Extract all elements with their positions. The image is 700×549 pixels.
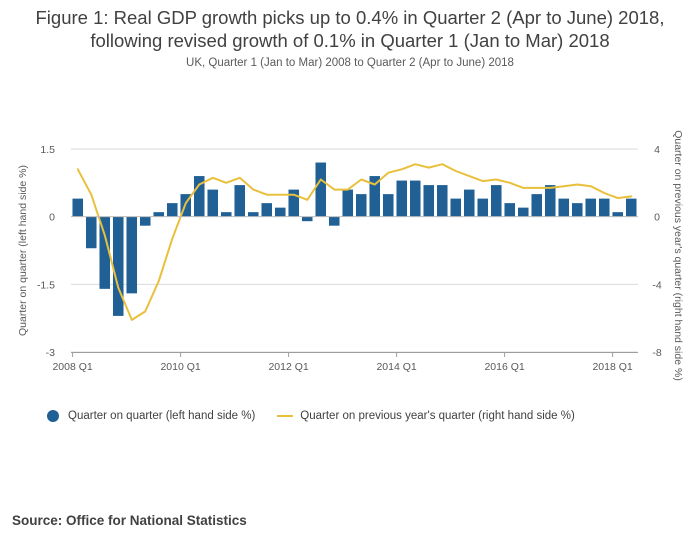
left-tick-label: -1.5 (37, 279, 55, 291)
bar (598, 198, 610, 217)
bar (423, 185, 435, 217)
bar (193, 176, 205, 217)
right-tick-label: 0 (654, 212, 660, 224)
y-axis-title-left: Quarter on quarter (left hand side %) (17, 165, 29, 336)
x-tick-label: 2016 Q1 (484, 361, 524, 373)
bar (247, 212, 259, 217)
bar (301, 216, 313, 222)
legend-line-icon (277, 415, 294, 417)
bar (382, 194, 394, 217)
bar (558, 198, 570, 217)
left-tick-label: 1.5 (40, 144, 55, 156)
x-tick-label: 2012 Q1 (268, 361, 308, 373)
bar (625, 198, 637, 217)
bar (72, 198, 84, 217)
legend-dot-icon (47, 410, 59, 422)
bar (328, 216, 340, 226)
line-series (76, 163, 633, 321)
x-tick-label: 2010 Q1 (160, 361, 200, 373)
bar (99, 216, 111, 289)
chart-title-line-2: following revised growth of 0.1% in Quar… (90, 30, 610, 51)
legend-item-year-on-year[interactable]: Quarter on previous year's quarter (righ… (277, 410, 575, 422)
legend: Quarter on quarter (left hand side %) Qu… (47, 407, 597, 425)
bar (207, 189, 219, 217)
y-axis-title-right: Quarter on previous year's quarter (righ… (672, 130, 684, 381)
x-tick-label: 2014 Q1 (376, 361, 416, 373)
bar (585, 198, 597, 217)
bar (450, 198, 462, 217)
bar (220, 212, 232, 217)
bar (85, 216, 97, 249)
bar (436, 185, 448, 217)
bar (355, 194, 367, 217)
gridlines (71, 148, 638, 353)
bar (126, 216, 138, 294)
x-tick-label: 2018 Q1 (592, 361, 632, 373)
bar (234, 185, 246, 217)
bar (261, 203, 273, 217)
right-tick-label: 4 (654, 144, 660, 156)
bar (477, 198, 489, 217)
bar (463, 189, 475, 217)
legend-label-year-on-year: Quarter on previous year's quarter (righ… (300, 410, 575, 422)
right-tick-label: -4 (652, 279, 661, 291)
bar (504, 203, 516, 217)
legend-label-quarter-on-quarter: Quarter on quarter (left hand side %) (68, 410, 256, 422)
source-note: Source: Office for National Statistics (12, 513, 247, 528)
bar (153, 212, 165, 217)
right-tick-label: -8 (652, 347, 661, 359)
bar (396, 180, 408, 217)
chart-title-line-1: Figure 1: Real GDP growth picks up to 0.… (35, 7, 665, 28)
axis-labels: 1.5 0 -1.5 -3 4 0 -4 -8 2008 Q1 2010 Q1 2012 Q1 201… (17, 130, 684, 381)
bar (409, 180, 421, 217)
bar (369, 176, 381, 217)
left-tick-label: -3 (46, 347, 55, 359)
series-line (76, 163, 633, 321)
x-tick-label: 2008 Q1 (52, 361, 92, 373)
bar (274, 207, 286, 217)
bar (612, 212, 624, 217)
bar (490, 185, 502, 217)
bar (571, 203, 583, 217)
axes (71, 216, 638, 357)
bar (315, 162, 327, 217)
bar-series (72, 162, 637, 316)
bar (544, 185, 556, 217)
bar (517, 207, 529, 217)
chart-subtitle: UK, Quarter 1 (Jan to Mar) 2008 to Quart… (186, 57, 514, 69)
bar (342, 189, 354, 217)
gdp-chart: 1.5 0 -1.5 -3 4 0 -4 -8 2008 Q1 2010 Q1 2012 Q1 201… (17, 130, 684, 381)
bar (531, 194, 543, 217)
chart-title: Figure 1: Real GDP growth picks up to 0.… (0, 6, 700, 52)
bar (166, 203, 178, 217)
legend-item-quarter-on-quarter[interactable]: Quarter on quarter (left hand side %) (47, 410, 255, 422)
bar (139, 216, 151, 226)
bar (112, 216, 124, 316)
bar (288, 189, 300, 217)
left-tick-label: 0 (49, 212, 55, 224)
